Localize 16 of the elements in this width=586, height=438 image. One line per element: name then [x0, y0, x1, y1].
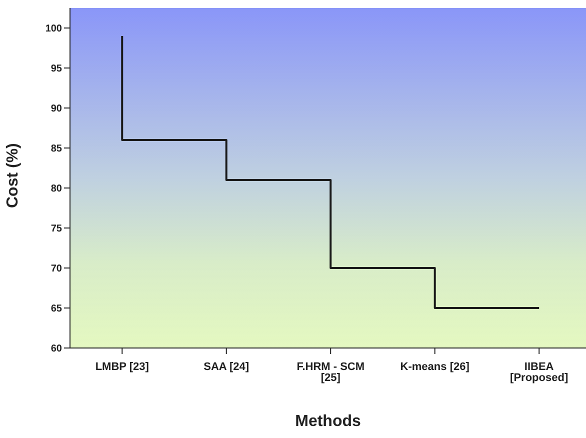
y-tick-label: 85	[50, 144, 62, 155]
y-tick-label: 90	[50, 104, 62, 115]
y-tick-label: 60	[50, 344, 62, 355]
y-axis-title: Cost (%)	[4, 143, 22, 208]
x-tick-label: LMBP [23]	[95, 360, 150, 373]
x-tick-label: F.HRM - SCM [25]	[296, 360, 365, 384]
y-tick-label: 75	[50, 224, 62, 235]
y-tick-label: 70	[50, 264, 62, 275]
x-axis-title: Methods	[295, 413, 361, 430]
y-tick-label: 95	[50, 64, 62, 75]
y-tick-label: 100	[45, 24, 62, 35]
y-tick-label: 80	[50, 184, 62, 195]
y-tick-label: 65	[50, 304, 62, 315]
x-tick-label: SAA [24]	[204, 360, 250, 373]
x-tick-label: K-means [26]	[400, 360, 470, 373]
x-tick-label: IIBEA [Proposed]	[510, 360, 568, 384]
